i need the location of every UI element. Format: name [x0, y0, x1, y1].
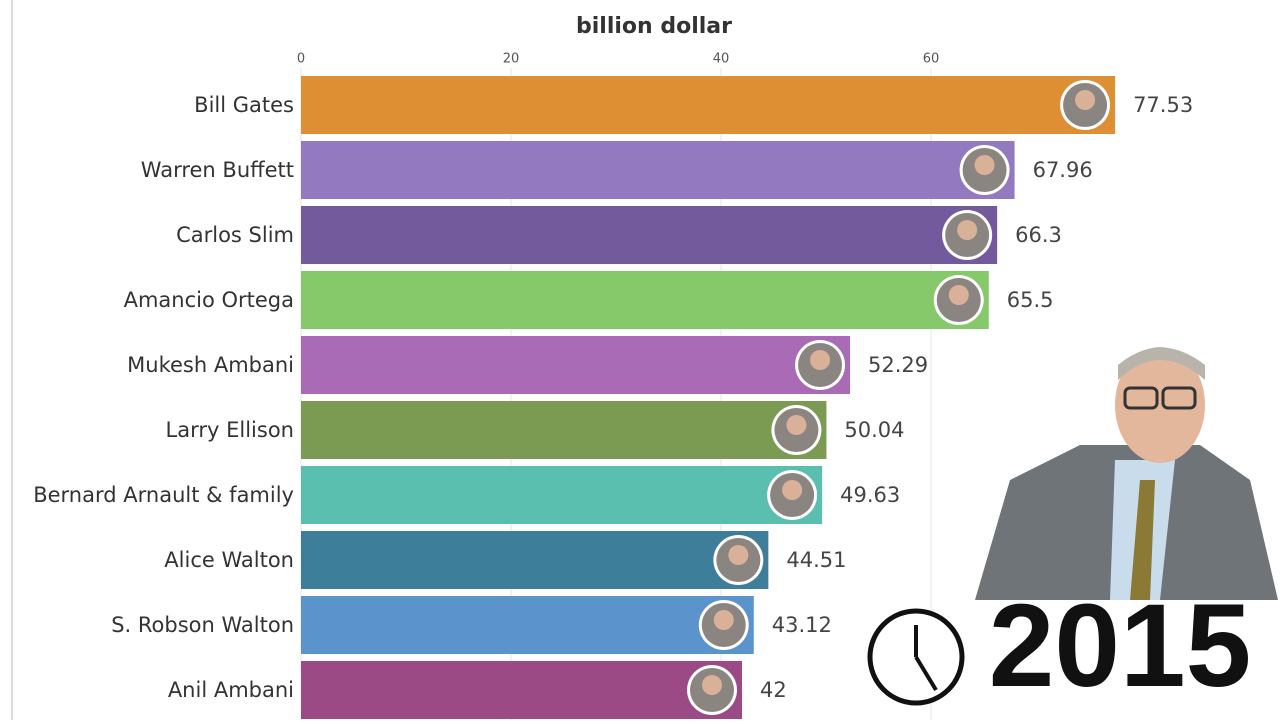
y-tick-label: Larry Ellison: [166, 418, 294, 442]
portrait: [975, 347, 1278, 600]
y-tick-label: S. Robson Walton: [111, 613, 294, 637]
y-tick-label: Alice Walton: [164, 548, 294, 572]
avatar-face: [957, 220, 978, 240]
x-tick-label: 60: [923, 52, 940, 67]
avatar-face: [713, 610, 734, 630]
y-tick-label: Bernard Arnault & family: [33, 483, 294, 507]
avatar-face: [974, 155, 995, 175]
y-tick-label: Bill Gates: [194, 93, 294, 117]
bar: [301, 206, 998, 264]
value-label: 65.5: [1007, 288, 1054, 312]
value-label: 52.29: [868, 353, 928, 377]
value-label: 77.53: [1133, 93, 1193, 117]
bar: [301, 531, 769, 589]
x-tick-label: 20: [503, 52, 520, 67]
value-label: 50.04: [844, 418, 904, 442]
y-tick-label: Mukesh Ambani: [127, 353, 294, 377]
bar: [301, 141, 1015, 199]
value-label: 44.51: [786, 548, 846, 572]
avatar-face: [702, 675, 722, 695]
chart-title: billion dollar: [576, 14, 732, 39]
bar: [301, 596, 754, 654]
value-label: 66.3: [1015, 223, 1062, 247]
value-label: 67.96: [1033, 158, 1093, 182]
value-label: 49.63: [840, 483, 900, 507]
bar: [301, 401, 827, 459]
avatar-face: [782, 480, 803, 500]
clock-icon: [867, 608, 965, 706]
bar: [301, 661, 742, 719]
y-tick-label: Carlos Slim: [176, 223, 294, 247]
bar: [301, 76, 1116, 134]
avatar-face: [810, 350, 831, 370]
year-label: 2015: [989, 580, 1252, 712]
avatar-face: [1075, 90, 1096, 110]
plot: 0 20 40 60 Bill Gates 77.53 Warren Buffett 67.9…: [33, 52, 1193, 720]
x-tick-label: 0: [297, 52, 305, 67]
bar: [301, 271, 989, 329]
value-label: 43.12: [772, 613, 832, 637]
y-tick-label: Anil Ambani: [168, 678, 294, 702]
x-tick-label: 40: [713, 52, 730, 67]
y-tick-label: Warren Buffett: [141, 158, 294, 182]
value-label: 42: [760, 678, 787, 702]
y-tick-label: Amancio Ortega: [124, 288, 294, 312]
bar: [301, 336, 851, 394]
avatar-face: [786, 415, 807, 435]
avatar-face: [948, 285, 969, 305]
bar: [301, 466, 823, 524]
avatar-face: [728, 545, 749, 565]
